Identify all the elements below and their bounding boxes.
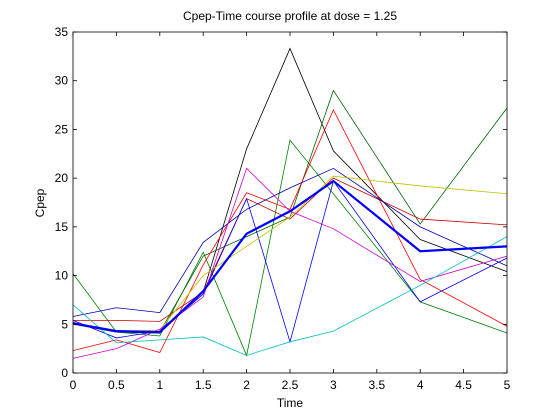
y-tick-label-5: 25 (55, 122, 69, 136)
series-line-10 (72, 236, 508, 356)
series-layer (72, 47, 508, 359)
x-tick-label-8: 4 (417, 378, 424, 392)
series-line-6 (72, 180, 508, 344)
y-tick-label-7: 35 (55, 25, 69, 39)
y-tick-label-6: 30 (55, 74, 69, 88)
x-tick-label-9: 4.5 (455, 378, 472, 392)
x-tick-label-3: 1.5 (195, 378, 212, 392)
x-tick-label-10: 5 (504, 378, 511, 392)
x-tick-label-7: 3.5 (368, 378, 385, 392)
series-line-4 (72, 109, 508, 354)
y-tick-label-4: 20 (55, 171, 69, 185)
tick-layer: 0 0.5 1 1.5 2 2.5 3 3.5 4 4.5 5 0 5 10 15 20 25 30 35 (55, 25, 511, 392)
series-line-7 (72, 167, 508, 317)
chart-title: Cpep-Time course profile at dose = 1.25 (183, 9, 397, 23)
series-line-11 (72, 179, 508, 334)
y-tick-label-2: 10 (55, 269, 69, 283)
y-tick-label-3: 15 (55, 220, 69, 234)
x-tick-label-2: 1 (156, 378, 163, 392)
x-tick-label-0: 0 (70, 378, 77, 392)
y-axis-label: Cpep (33, 188, 47, 217)
y-tick-label-0: 0 (61, 366, 68, 380)
x-tick-label-6: 3 (330, 378, 337, 392)
x-tick-label-1: 0.5 (108, 378, 125, 392)
y-tick-label-1: 5 (61, 317, 68, 331)
x-tick-label-5: 2.5 (282, 378, 299, 392)
x-tick-label-4: 2 (243, 378, 250, 392)
x-axis-label: Time (277, 396, 304, 410)
